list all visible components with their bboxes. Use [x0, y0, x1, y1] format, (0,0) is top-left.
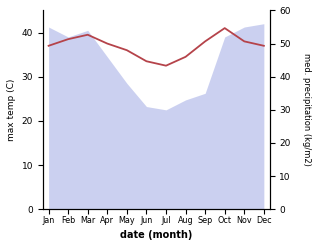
Y-axis label: max temp (C): max temp (C)	[7, 79, 16, 141]
Y-axis label: med. precipitation (kg/m2): med. precipitation (kg/m2)	[302, 53, 311, 166]
X-axis label: date (month): date (month)	[120, 230, 192, 240]
